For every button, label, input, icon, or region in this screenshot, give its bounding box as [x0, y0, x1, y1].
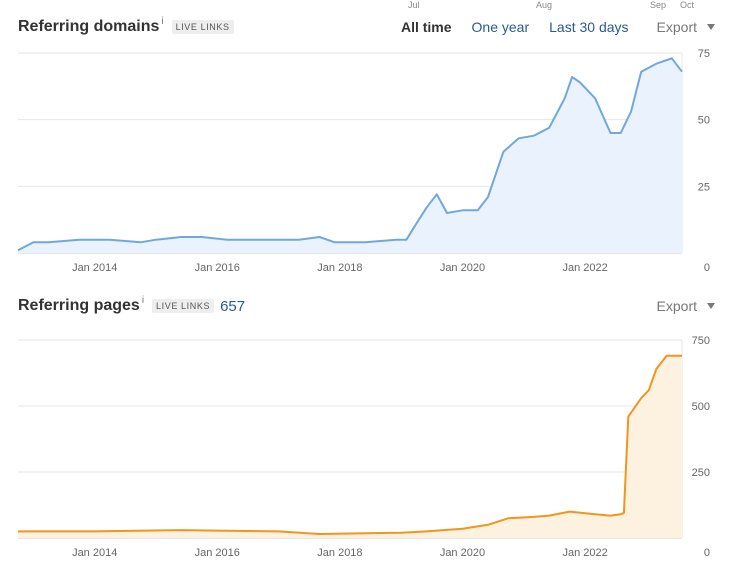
x-tick-label: Jan 2018	[317, 547, 362, 559]
series-line	[17, 57, 683, 252]
export-button[interactable]: Export	[657, 298, 715, 314]
y-tick-label: 50	[698, 115, 710, 127]
clipped-axis-label: Oct	[680, 0, 695, 10]
clipped-axis-label: Sep	[650, 0, 667, 10]
y-tick-label: 0	[704, 547, 710, 559]
referring-pages-title: Referring pages	[18, 297, 140, 314]
referring-domains-chart: 0 25 50 75 Jan 2014 Jan 2016 Jan 2018 Jan 2020 J…	[17, 48, 710, 274]
y-tick-label: 250	[692, 467, 710, 479]
chevron-down-icon	[707, 303, 715, 309]
clipped-axis-label: Jul	[408, 0, 420, 10]
chevron-down-icon	[707, 24, 715, 30]
range-last-30-days[interactable]: Last 30 days	[549, 19, 629, 35]
y-tick-label: 0	[704, 262, 710, 274]
x-tick-label: Jan 2020	[440, 547, 485, 559]
export-label: Export	[656, 19, 697, 35]
x-tick-label: Jan 2022	[563, 262, 608, 274]
export-button[interactable]: Export	[657, 19, 715, 35]
live-links-badge: LIVE LINKS	[152, 299, 215, 313]
x-tick-label: Jan 2016	[195, 262, 240, 274]
referring-domains-title: Referring domains	[18, 18, 160, 35]
x-tick-label: Jan 2014	[72, 262, 117, 274]
info-icon[interactable]: i	[141, 294, 145, 306]
export-label: Export	[656, 298, 697, 314]
x-tick-label: Jan 2020	[440, 262, 485, 274]
range-all-time[interactable]: All time	[400, 19, 452, 35]
series-area	[18, 355, 682, 538]
x-tick-label: Jan 2018	[317, 262, 362, 274]
x-tick-label: Jan 2022	[563, 547, 608, 559]
series-line	[18, 354, 682, 535]
referring-domains-header: Referring domains i LIVE LINKS All time …	[18, 14, 715, 40]
y-tick-label: 25	[698, 181, 710, 193]
y-tick-label: 75	[698, 48, 710, 60]
info-icon[interactable]: i	[161, 15, 164, 27]
live-links-badge: LIVE LINKS	[171, 20, 234, 34]
clipped-axis-label: Aug	[536, 0, 553, 10]
referring-pages-count: 657	[220, 297, 246, 315]
range-one-year[interactable]: One year	[471, 19, 530, 35]
x-tick-label: Jan 2016	[195, 547, 240, 559]
y-tick-label: 750	[692, 335, 710, 347]
referring-pages-header: Referring pages i LIVE LINKS 657 Export	[18, 293, 715, 319]
x-tick-label: Jan 2014	[72, 547, 117, 559]
series-area	[18, 58, 682, 253]
y-tick-label: 500	[692, 401, 710, 413]
